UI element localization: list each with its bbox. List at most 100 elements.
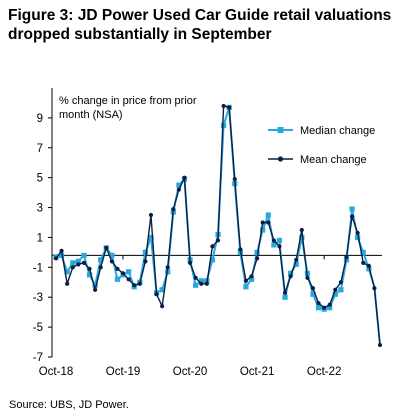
mean-point <box>299 227 304 233</box>
median-point <box>98 257 104 263</box>
y-tick-label: 7 <box>37 143 43 155</box>
median-point <box>327 305 333 311</box>
mean-point <box>215 238 221 243</box>
median-point <box>248 276 255 282</box>
median-point <box>276 237 283 244</box>
mean-point <box>333 287 338 292</box>
legend-label: Median change <box>300 125 375 137</box>
median-point <box>209 257 216 263</box>
median-point <box>109 252 115 258</box>
legend-marker <box>277 127 284 133</box>
median-point <box>148 234 154 241</box>
mean-point <box>199 281 204 286</box>
median-point <box>243 284 249 290</box>
y-tick-label: 9 <box>37 113 43 125</box>
mean-point <box>148 212 154 218</box>
y-tick-label: 5 <box>37 173 43 185</box>
mean-point <box>338 280 343 285</box>
mean-point <box>87 266 92 271</box>
y-tick-label: 3 <box>37 203 43 215</box>
median-point <box>265 212 271 218</box>
mean-point <box>154 292 159 297</box>
mean-point <box>366 263 371 268</box>
mean-point <box>238 247 243 252</box>
median-point <box>64 269 70 275</box>
median-point <box>355 234 361 241</box>
mean-point <box>98 265 103 270</box>
mean-point <box>372 286 377 291</box>
y-tick-label: -7 <box>33 352 43 364</box>
figure-title: Figure 3: JD Power Used Car Guide retail… <box>8 7 392 43</box>
source-note: Source: UBS, JD Power. <box>9 399 129 411</box>
legend-marker <box>277 156 284 162</box>
median-point <box>70 260 76 266</box>
y-tick-label: -3 <box>33 292 43 304</box>
y-axis-label: % change in price from prior month (NSA) <box>59 95 197 121</box>
mean-point <box>53 256 59 261</box>
mean-point <box>282 290 288 295</box>
mean-point <box>143 259 148 264</box>
mean-point <box>176 187 181 192</box>
mean-point <box>232 177 237 182</box>
mean-point <box>115 266 120 271</box>
mean-point <box>204 281 209 286</box>
x-axis: Oct-18 Oct-19 Oct-20 Oct-21 Oct-22 <box>39 254 382 378</box>
median-point <box>349 206 355 212</box>
mean-point <box>322 305 327 310</box>
mean-point <box>227 105 232 110</box>
y-tick-label: 1 <box>37 232 43 244</box>
mean-point <box>65 281 70 286</box>
mean-point <box>266 220 271 225</box>
series-group <box>53 103 383 348</box>
mean-point <box>165 265 170 270</box>
legend: Median change Mean change <box>268 125 375 166</box>
mean-point <box>132 283 137 288</box>
median-point <box>198 278 204 284</box>
x-tick-label: Oct-22 <box>307 366 342 378</box>
median-point <box>58 252 65 258</box>
mean-point <box>310 286 316 291</box>
median-point <box>271 242 277 248</box>
mean-point <box>210 244 215 249</box>
mean-point <box>193 275 198 280</box>
mean-point <box>260 220 265 225</box>
legend-label: Mean change <box>300 154 367 166</box>
y-axis-label-line: % change in price from prior <box>59 95 197 107</box>
mean-point <box>70 265 75 270</box>
mean-point <box>361 260 366 265</box>
mean-point <box>137 281 142 286</box>
mean-point <box>59 248 64 253</box>
mean-point <box>104 245 109 251</box>
median-point <box>86 272 93 278</box>
median-point <box>315 305 322 311</box>
mean-point <box>271 238 276 243</box>
mean-point <box>344 254 349 259</box>
median-point <box>220 122 227 128</box>
mean-point <box>93 287 98 292</box>
y-tick-label: -1 <box>33 262 43 274</box>
mean-point <box>221 103 226 109</box>
x-tick-label: Oct-18 <box>39 366 74 378</box>
mean-point <box>182 175 187 180</box>
median-point <box>282 294 288 300</box>
mean-point <box>327 302 332 307</box>
y-axis-label-line: month (NSA) <box>59 109 123 121</box>
median-point <box>114 276 121 282</box>
mean-point <box>171 206 176 212</box>
median-point <box>260 227 266 233</box>
mean-point <box>76 262 81 267</box>
x-tick-label: Oct-20 <box>173 366 208 378</box>
mean-point <box>126 277 131 282</box>
median-point <box>126 269 132 275</box>
mean-point <box>305 275 310 280</box>
mean-point <box>160 304 165 309</box>
mean-point <box>377 342 383 348</box>
median-point <box>360 249 366 255</box>
median-point <box>366 266 372 272</box>
median-point <box>310 291 316 297</box>
median-point <box>293 261 299 267</box>
mean-point <box>355 230 360 236</box>
mean-point <box>316 301 321 306</box>
mean-point <box>349 214 355 219</box>
